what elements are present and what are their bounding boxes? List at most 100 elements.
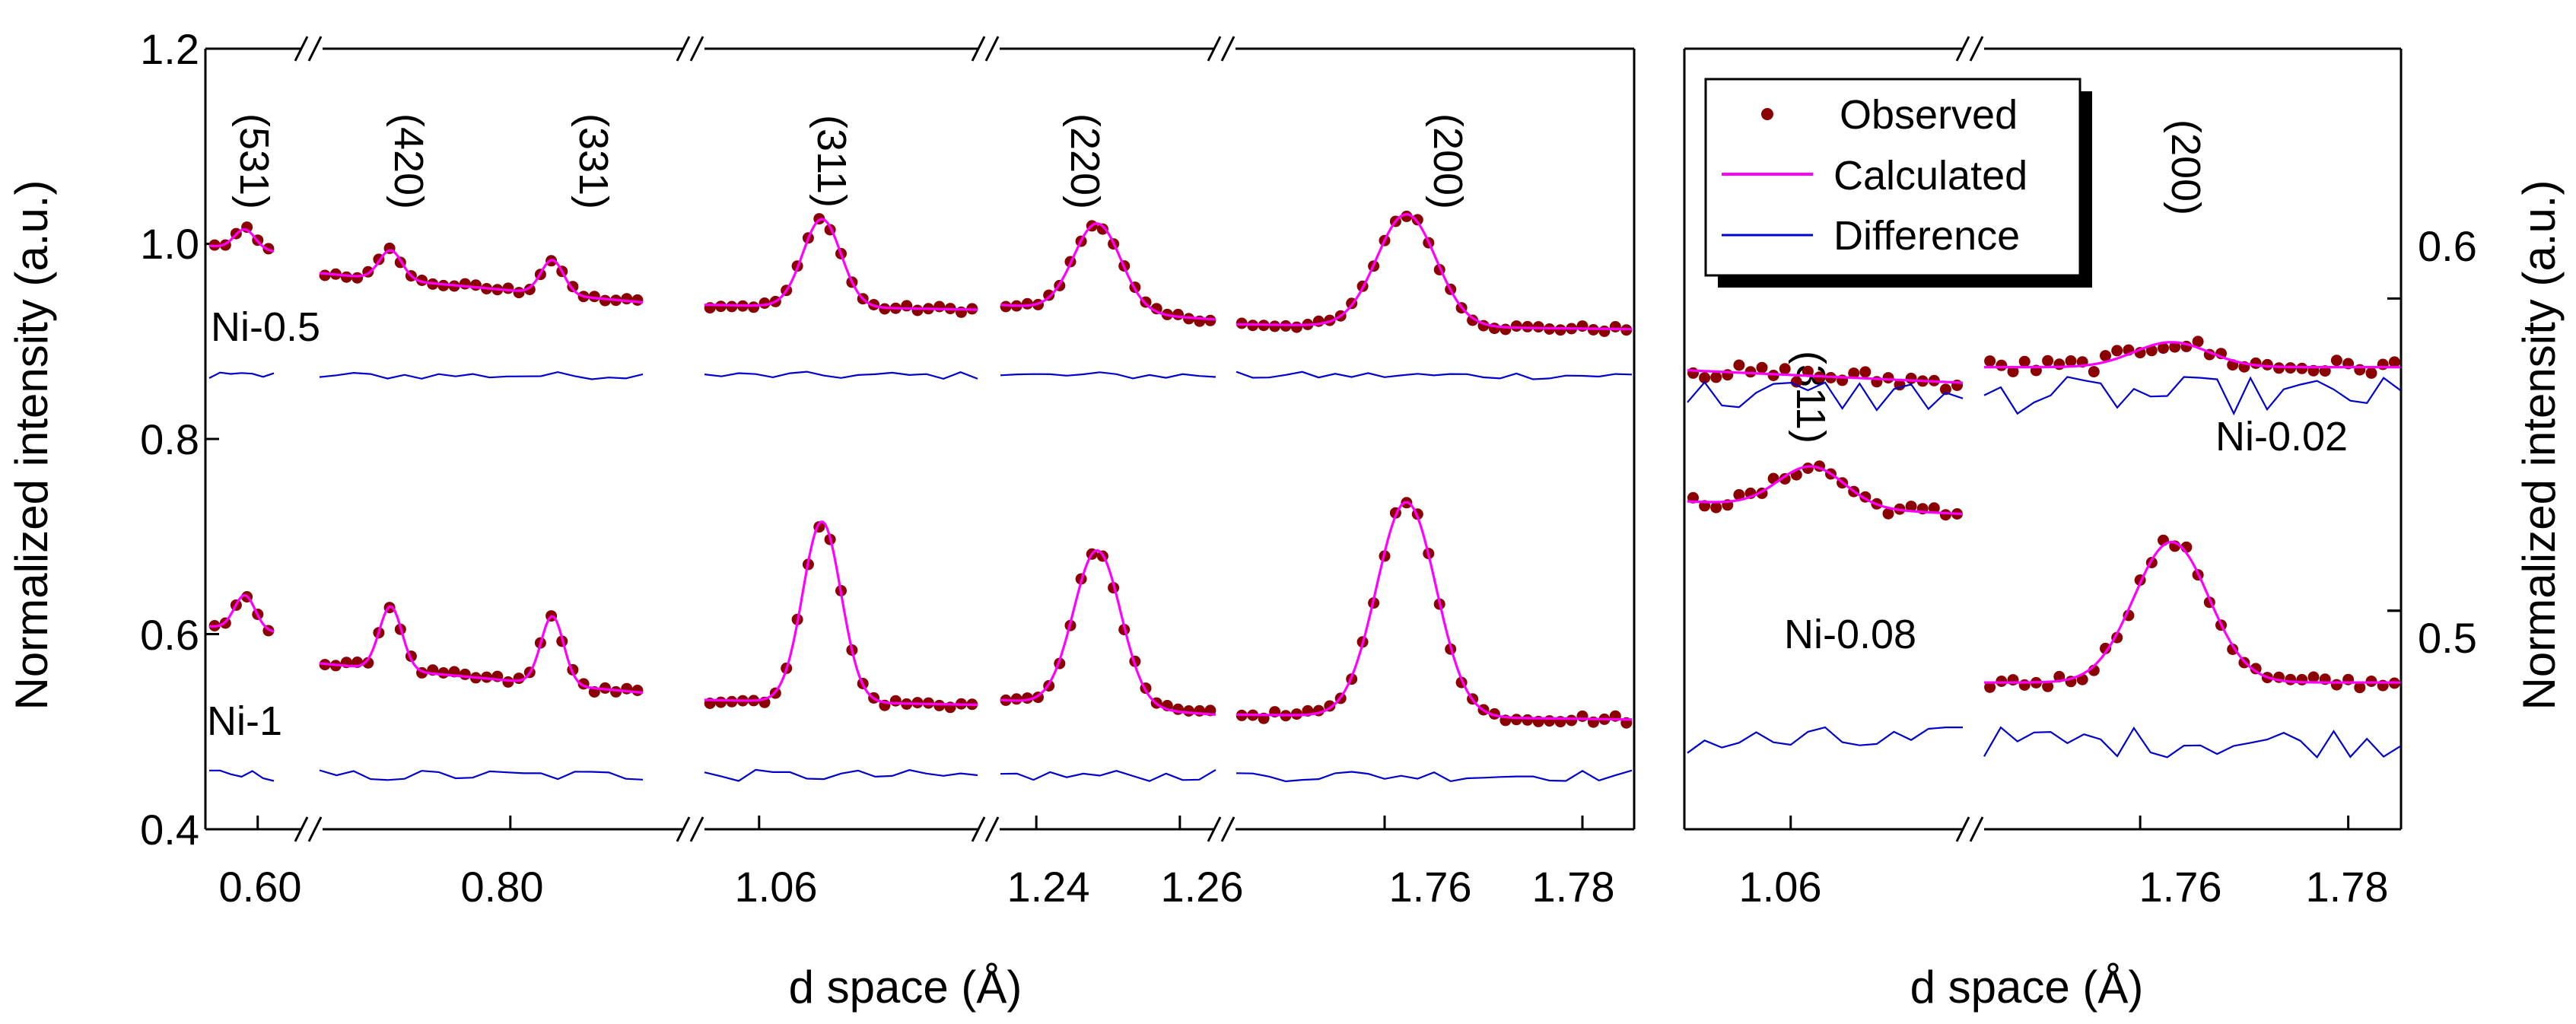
- ni-1-observed-point: [502, 676, 514, 688]
- xtick-label-1p06-right: 1.06: [1739, 863, 1822, 911]
- ni-0p5-observed-point: [1172, 308, 1184, 320]
- left-break-mark: [294, 36, 309, 62]
- ni-0p02-observed-point: [1779, 363, 1791, 375]
- ni-0p5-calculated-line: [1000, 222, 1216, 321]
- left-break-mark: [676, 36, 691, 62]
- ni-1-calculated-line: [319, 605, 644, 694]
- xtick-label-0p60: 0.60: [219, 863, 302, 911]
- ni-1-calculated-line: [704, 520, 978, 707]
- right-ytick-label-1: 0.6: [2418, 222, 2477, 270]
- ni-0p02-observed-point: [2169, 341, 2181, 353]
- ni-0p5-observed-point: [1269, 320, 1281, 332]
- ni-0p08-observed-point: [1928, 502, 1940, 514]
- ni-0p5-observed-point: [748, 301, 760, 313]
- ni-0p02-observed-point: [1984, 355, 1996, 367]
- left-break-mark: [971, 816, 986, 842]
- legend-observed-label: Observed: [1840, 92, 2018, 138]
- sample-label-ni-0p02: Ni-0.02: [2215, 414, 2348, 460]
- ni-0p02-observed-point: [2273, 362, 2285, 374]
- ni-0p08-observed-point: [1882, 507, 1894, 520]
- ni-0p5-calculated-line: [209, 228, 275, 253]
- ni-0p02-observed-point: [2296, 362, 2308, 374]
- ni-1-calculated-line: [208, 594, 275, 633]
- ni-0p08-observed-point: [2227, 644, 2239, 655]
- ni-0p5-observed-point: [1204, 314, 1216, 326]
- ni-0p02-difference-line: [1983, 376, 2401, 416]
- ni-0p08-observed-point: [2250, 663, 2262, 675]
- ni-0p5-observed-point: [319, 269, 331, 281]
- ni-0p5-observed-point: [340, 271, 352, 283]
- ni-0p02-observed-point: [2018, 355, 2031, 367]
- ni-0p02-observed-point: [1699, 372, 1711, 384]
- ni-1-observed-point: [1544, 715, 1556, 727]
- ni-0p02-observed-point: [2065, 355, 2077, 367]
- ni-0p08-observed-point: [1733, 488, 1745, 501]
- ni-0p08-observed-point: [2285, 673, 2297, 685]
- ni-0p5-calculated-line: [704, 218, 978, 311]
- ni-0p02-observed-point: [1802, 365, 1814, 377]
- left-break-mark: [971, 36, 986, 62]
- ni-0p08-observed-point: [2330, 679, 2342, 691]
- sample-label-ni-0p5: Ni-0.5: [211, 304, 320, 350]
- legend-difference-label: Difference: [1833, 213, 2020, 259]
- xtick-label-1p78-left: 1.78: [1532, 863, 1615, 911]
- ni-0p02-observed-point: [2250, 357, 2262, 369]
- ni-0p5-observed-point: [1576, 320, 1589, 332]
- ni-0p08-observed-point: [1710, 501, 1722, 514]
- ni-0p02-observed-point: [2053, 358, 2066, 370]
- ni-0p5-observed-point: [1096, 223, 1108, 235]
- ni-1-observed-point: [1010, 693, 1022, 705]
- ni-1-observed-point: [437, 667, 450, 679]
- hkl-label-200-right: (200): [2163, 119, 2209, 215]
- ni-0p5-observed-point: [1609, 321, 1621, 332]
- ni-0p5-observed-point: [523, 284, 536, 295]
- xtick-label-0p80: 0.80: [461, 863, 544, 911]
- ni-0p02-calculated-line: [1687, 369, 1964, 384]
- xtick-label-1p76-left: 1.76: [1389, 863, 1472, 911]
- ni-1-observed-point: [715, 696, 727, 708]
- ni-0p5-observed-point: [1021, 297, 1033, 310]
- ni-0p5-observed-point: [599, 294, 611, 307]
- ni-1-calculated-line: [1000, 549, 1216, 716]
- left-ylabel: Normalized intensity (a.u.): [6, 180, 57, 711]
- ni-1-observed-point: [1183, 705, 1195, 717]
- ni-0p02-observed-point: [2042, 355, 2054, 367]
- ni-0p5-observed-point: [437, 279, 450, 291]
- ni-0p02-observed-point: [1859, 366, 1872, 378]
- left-break-mark: [307, 816, 323, 842]
- ni-0p5-observed-point: [1467, 314, 1479, 326]
- left-break-mark: [676, 816, 691, 842]
- legend: Observed Calculated Difference: [1704, 78, 2092, 288]
- ni-0p08-observed-point: [2100, 642, 2111, 654]
- left-break-mark: [294, 816, 309, 842]
- right-ylabel: Normalized intensity (a.u.): [2514, 180, 2565, 711]
- right-ytick-label-0: 0.5: [2418, 614, 2477, 662]
- ni-0p5-observed-point: [933, 301, 946, 313]
- ni-0p5-calculated-line: [1236, 213, 1632, 331]
- ni-0p08-observed-point: [2307, 671, 2320, 683]
- ni-0p02-observed-point: [2388, 356, 2400, 368]
- ni-0p08-observed-point: [1905, 501, 1917, 513]
- ni-0p08-observed-point: [2296, 673, 2308, 685]
- ni-1-calculated-line: [1236, 501, 1632, 721]
- legend-observed-marker: [1761, 108, 1773, 120]
- ni-0p5-observed-point: [513, 287, 525, 299]
- ni-1-observed-point: [631, 685, 644, 696]
- ni-1-observed-point: [459, 668, 471, 680]
- ni-0p5-observed-point: [715, 301, 727, 313]
- xtick-label-1p24: 1.24: [1007, 863, 1090, 911]
- left-break-mark: [1220, 816, 1236, 842]
- ni-0p02-observed-point: [1939, 383, 1951, 396]
- ni-0p5-observed-point: [1411, 214, 1423, 226]
- ni-1-observed-point: [933, 699, 946, 711]
- left-break-mark: [984, 36, 1000, 62]
- right-break-mark: [1969, 36, 1984, 62]
- ni-0p02-observed-point: [2088, 366, 2100, 378]
- ni-1-observed-point: [1510, 714, 1522, 726]
- left-break-mark: [1207, 36, 1222, 62]
- ni-0p08-observed-point: [1779, 472, 1791, 485]
- ni-0p08-observed-point: [1984, 681, 1996, 693]
- ni-0p08-difference-line: [1983, 726, 2401, 759]
- ni-0p5-observed-point: [1510, 320, 1522, 332]
- ni-0p5-observed-point: [631, 294, 644, 306]
